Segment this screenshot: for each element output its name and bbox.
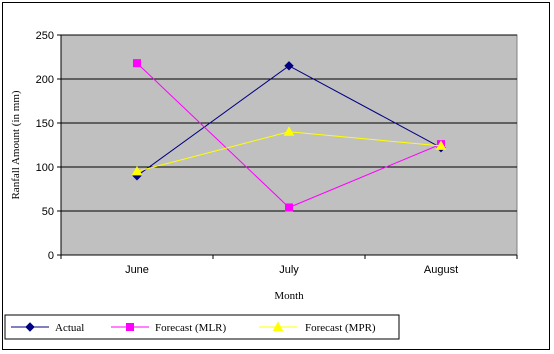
series-layer bbox=[131, 59, 447, 212]
data-point-forecast-mpr bbox=[435, 140, 447, 150]
y-tick-label: 100 bbox=[36, 162, 54, 174]
y-tick-label: 200 bbox=[36, 74, 54, 86]
chart-area: 0 50 100 150 200 250 June July August Ranfall A… bbox=[2, 2, 550, 350]
legend-marker-actual bbox=[25, 322, 35, 332]
legend-box bbox=[4, 314, 400, 340]
x-tick-label: August bbox=[424, 264, 458, 276]
legend-marker-forecast-mlr bbox=[126, 323, 134, 331]
x-axis-title: Month bbox=[274, 290, 304, 302]
y-tick-label: 150 bbox=[36, 118, 54, 130]
y-tick-label: 250 bbox=[36, 30, 54, 42]
x-axis: June July August bbox=[60, 254, 518, 276]
x-tick-label: July bbox=[279, 264, 299, 276]
x-tick-label: June bbox=[125, 264, 149, 276]
data-point-forecast-mpr bbox=[131, 165, 143, 176]
line-chart: 0 50 100 150 200 250 June July August Ranfall A… bbox=[4, 30, 518, 340]
legend-label-actual: Actual bbox=[55, 322, 84, 334]
y-tick-label: 0 bbox=[48, 250, 54, 262]
y-axis-title: Ranfall Amount (in mm) bbox=[10, 90, 22, 199]
legend-marker-forecast-mpr bbox=[272, 321, 284, 331]
data-point-actual bbox=[284, 61, 294, 71]
data-point-forecast-mlr bbox=[133, 59, 141, 68]
series-forecast-mpr bbox=[131, 126, 447, 176]
data-point-forecast-mlr bbox=[285, 203, 293, 212]
data-point-forecast-mpr bbox=[283, 126, 295, 136]
legend-label-forecast-mpr: Forecast (MPR) bbox=[305, 322, 376, 334]
y-tick-label: 50 bbox=[42, 206, 54, 218]
legend-label-forecast-mlr: Forecast (MLR) bbox=[155, 322, 227, 334]
y-axis: 0 50 100 150 200 250 bbox=[36, 30, 62, 262]
legend: Actual Forecast (MLR) Forecast (MPR) bbox=[4, 314, 400, 340]
